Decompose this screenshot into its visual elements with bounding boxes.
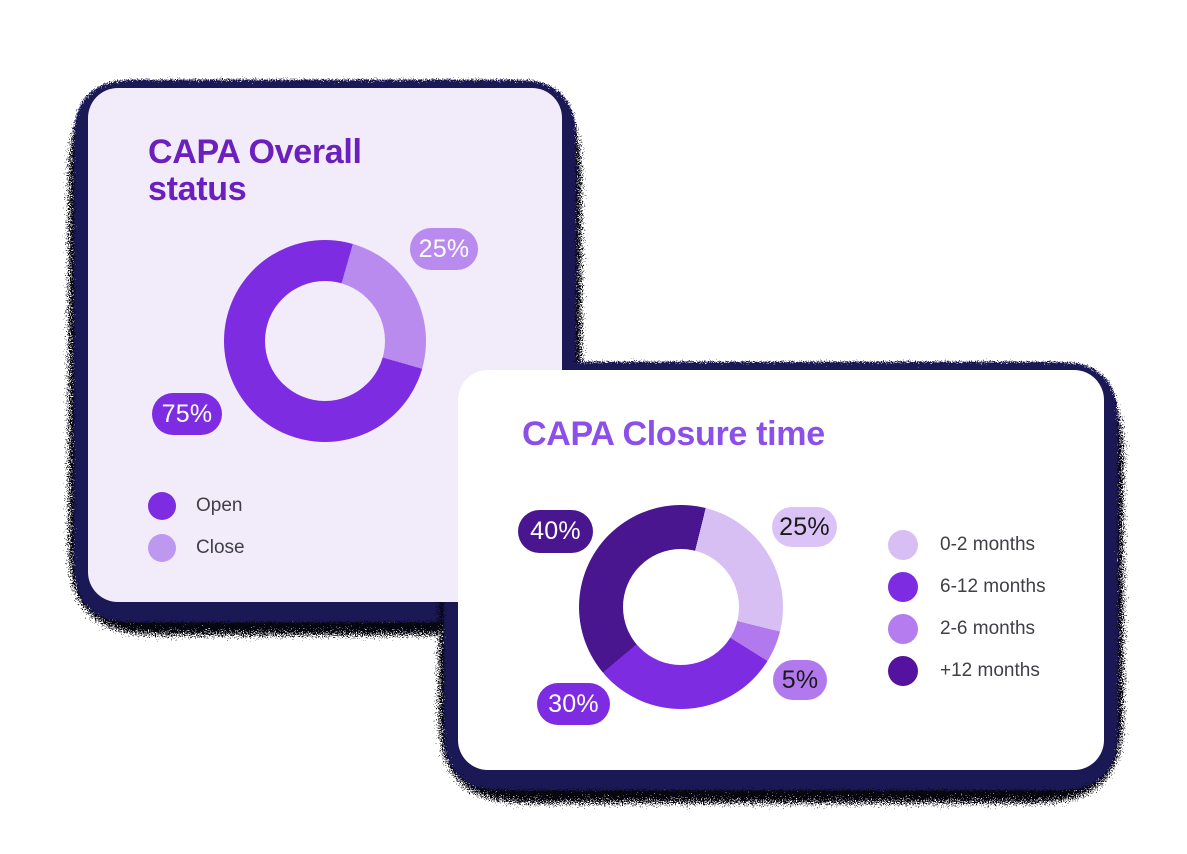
- legend-color-dot-open: [148, 492, 176, 520]
- donut-chart-overall-status: [224, 240, 426, 442]
- legend-closure-time: 0-2 months 6-12 months 2-6 months +12 mo…: [888, 530, 1046, 686]
- legend-color-dot-2-6-months: [888, 614, 918, 644]
- card-title-overall-status: CAPA Overall status: [148, 133, 362, 208]
- donut-hole: [265, 281, 385, 401]
- legend-item-plus12-months: +12 months: [888, 656, 1046, 686]
- donut-chart-closure-time: [579, 505, 783, 709]
- legend-overall-status: Open Close: [148, 492, 245, 562]
- legend-label-plus12-months: +12 months: [940, 660, 1040, 681]
- donut-hole: [623, 549, 739, 665]
- percentage-badge-plus12-40: 40%: [518, 510, 593, 553]
- percentage-badge-close-25: 25%: [410, 228, 478, 270]
- legend-label-6-12-months: 6-12 months: [940, 576, 1046, 597]
- legend-label-2-6-months: 2-6 months: [940, 618, 1036, 639]
- legend-label-0-2-months: 0-2 months: [940, 534, 1036, 555]
- legend-item-close: Close: [148, 534, 245, 562]
- percentage-badge-6to12-30: 30%: [537, 683, 610, 725]
- legend-item-open: Open: [148, 492, 245, 520]
- legend-label-open: Open: [196, 495, 243, 516]
- legend-item-2-6-months: 2-6 months: [888, 614, 1046, 644]
- legend-label-close: Close: [196, 537, 245, 558]
- legend-color-dot-plus12-months: [888, 656, 918, 686]
- percentage-badge-open-75: 75%: [152, 393, 222, 435]
- legend-item-6-12-months: 6-12 months: [888, 572, 1046, 602]
- card-title-closure-time: CAPA Closure time: [522, 415, 825, 453]
- legend-item-0-2-months: 0-2 months: [888, 530, 1046, 560]
- legend-color-dot-close: [148, 534, 176, 562]
- percentage-badge-0to2-25: 25%: [772, 507, 837, 547]
- legend-color-dot-0-2-months: [888, 530, 918, 560]
- capa-closure-time-card: CAPA Closure time 40% 25% 5% 30% 0-2 mon…: [458, 370, 1104, 770]
- percentage-badge-2to6-5: 5%: [773, 660, 827, 700]
- legend-color-dot-6-12-months: [888, 572, 918, 602]
